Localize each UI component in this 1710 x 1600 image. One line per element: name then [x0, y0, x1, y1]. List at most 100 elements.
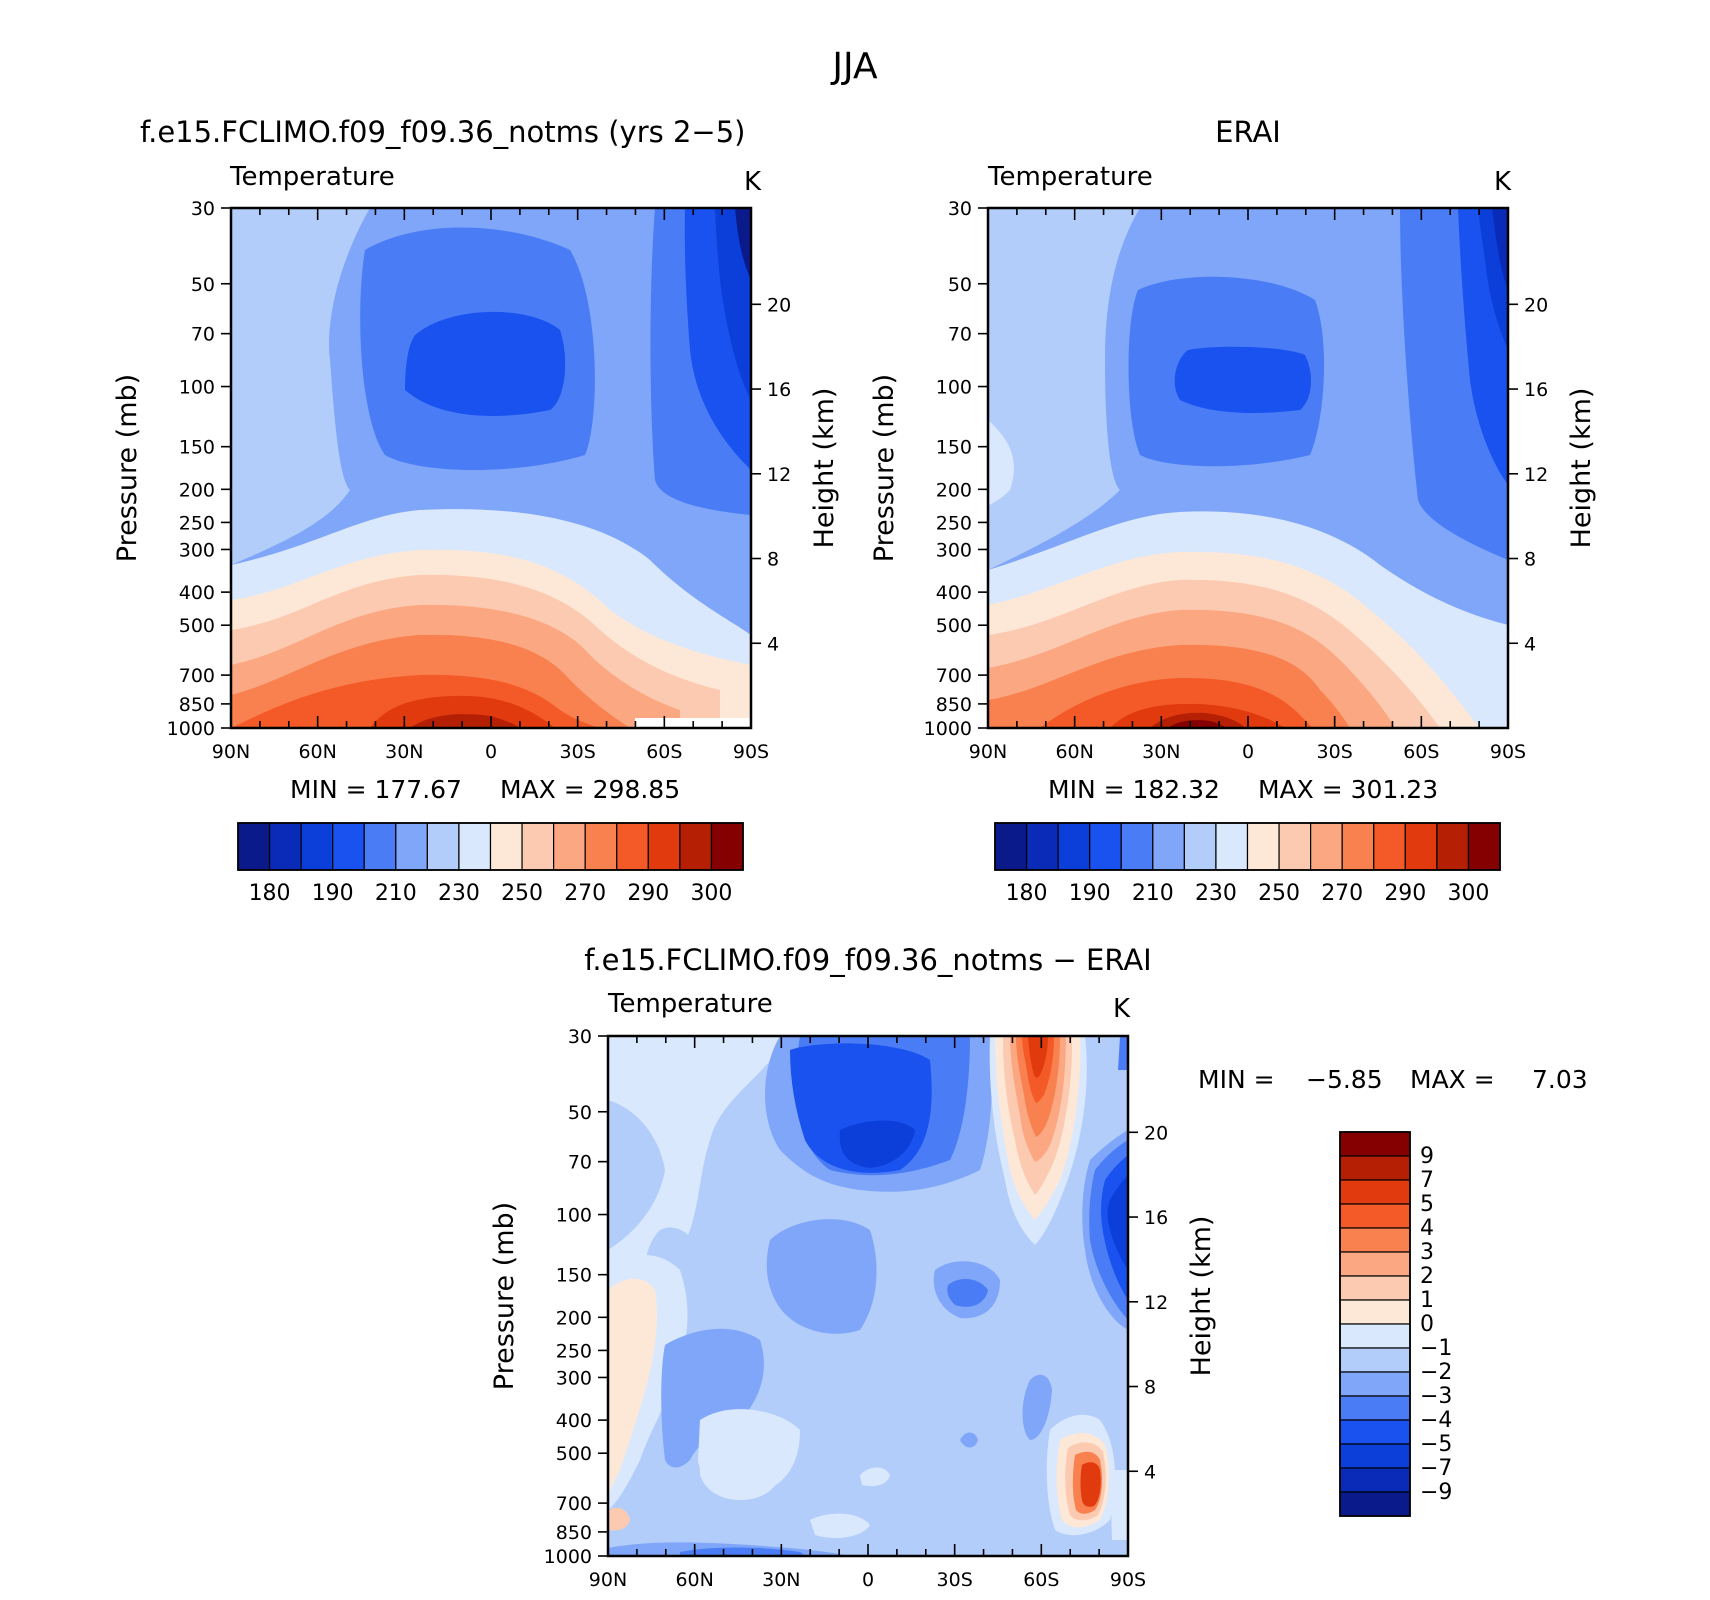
x-tick-label: 90S: [1110, 1569, 1146, 1591]
colorbar-label: 5: [1420, 1192, 1434, 1217]
colorbar-swatch: [363, 822, 397, 871]
colorbar-label: 1: [1420, 1288, 1434, 1313]
colorbar-swatch: [1339, 1251, 1411, 1277]
y-tick-label: 400: [936, 582, 972, 604]
colorbar-label: 4: [1420, 1216, 1434, 1241]
y-tick-label: 250: [179, 512, 215, 534]
y-right-tick-label: 20: [767, 294, 791, 316]
colorbar-label: 300: [690, 881, 732, 906]
colorbar-swatch: [1215, 822, 1249, 871]
x-tick-label: 60S: [1023, 1569, 1059, 1591]
colorbar-label: 270: [564, 881, 606, 906]
x-tick-label: 30S: [937, 1569, 973, 1591]
colorbar-swatch: [1339, 1443, 1411, 1469]
y-tick-label: 50: [191, 274, 215, 296]
figure-title: JJA: [830, 46, 878, 87]
y-tick-label: 70: [191, 324, 215, 346]
y-tick-label: 700: [556, 1493, 592, 1515]
colorbar-swatch: [1467, 822, 1501, 871]
y-tick-label: 30: [191, 198, 215, 220]
y-tick-label: 500: [179, 615, 215, 637]
x-tick-label: 90N: [589, 1569, 627, 1591]
panel-subtitle: Temperature: [987, 162, 1153, 192]
colorbar-swatch: [237, 822, 271, 871]
colorbar-label: 250: [501, 881, 543, 906]
y-tick-label: 400: [179, 582, 215, 604]
x-tick-label: 90N: [212, 741, 250, 763]
svg-text:MAX =: MAX =: [1410, 1065, 1495, 1094]
y-right-tick-label: 4: [1144, 1461, 1156, 1483]
colorbar-label: 180: [249, 881, 291, 906]
colorbar-swatch: [1339, 1323, 1411, 1349]
y-right-tick-label: 16: [1144, 1207, 1168, 1229]
contour-field: [608, 1036, 1128, 1556]
y-right-axis-label: Height (km): [1566, 388, 1597, 549]
y-axis-label: Pressure (mb): [489, 1202, 520, 1390]
y-tick-label: 1000: [924, 718, 972, 740]
svg-text:−5.85: −5.85: [1306, 1065, 1383, 1094]
y-tick-label: 850: [179, 694, 215, 716]
y-right-axis-label: Height (km): [1186, 1216, 1217, 1377]
y-tick-label: 300: [556, 1367, 592, 1389]
colorbar-label: 9: [1420, 1144, 1434, 1169]
colorbar-swatch: [1339, 1419, 1411, 1445]
colorbar-swatch: [679, 822, 713, 871]
x-tick-label: 30N: [762, 1569, 800, 1591]
panel-title: f.e15.FCLIMO.f09_f09.36_notms − ERAI: [584, 943, 1151, 977]
svg-text:MAX = 301.23: MAX = 301.23: [1258, 775, 1438, 804]
x-tick-label: 0: [862, 1569, 874, 1591]
colorbar-swatch: [1339, 1467, 1411, 1493]
colorbar-swatch: [1025, 822, 1059, 871]
colorbar-label: 210: [375, 881, 417, 906]
y-tick-label: 850: [936, 694, 972, 716]
stat-min: MIN = −5.85: [1198, 1065, 1383, 1094]
panel-erai: ERAI Temperature K 90N 60N 30N 0 30S 60S 90S 30…: [869, 115, 1597, 906]
colorbar-swatch: [1339, 1275, 1411, 1301]
colorbar-swatch: [994, 822, 1028, 871]
stat-max: MAX = 298.85: [500, 775, 680, 804]
colorbar-label: −3: [1420, 1384, 1452, 1409]
panel-units: K: [744, 167, 762, 197]
y-tick-label: 150: [936, 437, 972, 459]
colorbar-label: 290: [1384, 881, 1426, 906]
y-tick-label: 50: [948, 274, 972, 296]
y-tick-label: 250: [556, 1340, 592, 1362]
colorbar-swatch: [647, 822, 681, 871]
colorbar-label: 250: [1258, 881, 1300, 906]
x-tick-label: 90N: [969, 741, 1007, 763]
y-tick-label: 300: [936, 539, 972, 561]
stat-max: MAX = 301.23: [1258, 775, 1438, 804]
y-right-tick-label: 12: [767, 464, 791, 486]
y-right-tick-label: 4: [1524, 633, 1536, 655]
x-tick-label: 30N: [385, 741, 423, 763]
x-tick-label: 30S: [560, 741, 596, 763]
colorbar-swatch: [1310, 822, 1343, 871]
svg-text:7.03: 7.03: [1532, 1065, 1588, 1094]
y-tick-label: 200: [936, 479, 972, 501]
colorbar-swatch: [1057, 822, 1091, 871]
y-right-tick-label: 20: [1524, 294, 1548, 316]
y-tick-label: 100: [179, 377, 215, 399]
y-tick-label: 50: [568, 1102, 592, 1124]
colorbar-label: 300: [1447, 881, 1489, 906]
colorbar-swatch: [268, 822, 302, 871]
x-tick-label: 90S: [1490, 741, 1526, 763]
colorbar-swatch: [1339, 1131, 1411, 1157]
panel-subtitle: Temperature: [607, 989, 773, 1019]
colorbar-swatch: [1404, 822, 1438, 871]
colorbar-label: 180: [1006, 881, 1048, 906]
colorbar-swatch: [1339, 1371, 1411, 1397]
colorbar-swatch: [1339, 1155, 1411, 1181]
colorbar-label: 230: [438, 881, 480, 906]
y-right-tick-label: 8: [1144, 1377, 1156, 1399]
colorbar-label: 2: [1420, 1264, 1434, 1289]
colorbar-label: −7: [1420, 1456, 1452, 1481]
y-tick-label: 500: [936, 615, 972, 637]
y-right-tick-label: 16: [767, 379, 791, 401]
x-tick-label: 60S: [646, 741, 682, 763]
panel-title: ERAI: [1215, 115, 1281, 149]
x-tick-label: 0: [1242, 741, 1254, 763]
colorbar-swatch: [1278, 822, 1312, 871]
y-tick-label: 1000: [544, 1546, 592, 1568]
y-tick-label: 700: [936, 665, 972, 687]
